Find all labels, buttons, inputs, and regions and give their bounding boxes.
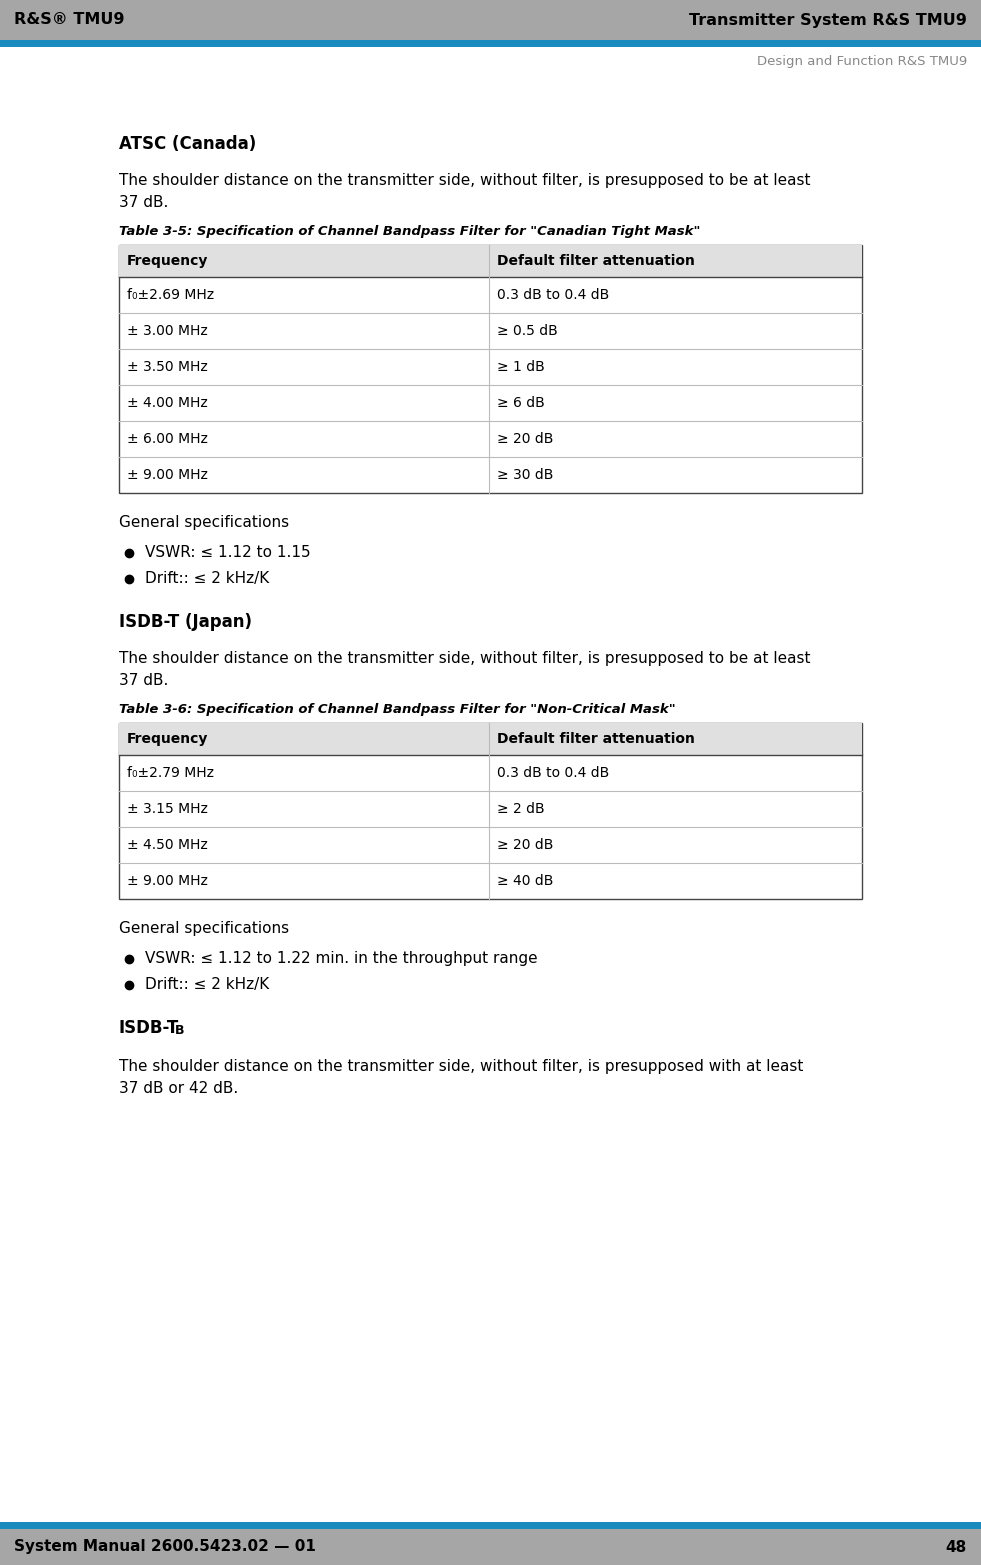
Text: 48: 48 xyxy=(946,1540,967,1554)
Text: 0.3 dB to 0.4 dB: 0.3 dB to 0.4 dB xyxy=(497,765,609,779)
Text: General specifications: General specifications xyxy=(119,515,289,531)
Text: Drift:: ≤ 2 kHz/K: Drift:: ≤ 2 kHz/K xyxy=(145,571,269,585)
Bar xyxy=(0,1523,981,1529)
Text: The shoulder distance on the transmitter side, without filter, is presupposed to: The shoulder distance on the transmitter… xyxy=(119,651,810,667)
Text: f₀±2.69 MHz: f₀±2.69 MHz xyxy=(127,288,214,302)
Text: System Manual 2600.5423.02 — 01: System Manual 2600.5423.02 — 01 xyxy=(14,1540,316,1554)
Text: ± 9.00 MHz: ± 9.00 MHz xyxy=(127,873,208,887)
Text: ± 3.00 MHz: ± 3.00 MHz xyxy=(127,324,208,338)
Text: ISDB-T (Japan): ISDB-T (Japan) xyxy=(119,613,252,631)
Text: ± 3.50 MHz: ± 3.50 MHz xyxy=(127,360,208,374)
Bar xyxy=(0,1529,981,1565)
Bar xyxy=(119,723,862,754)
Text: ISDB-T: ISDB-T xyxy=(119,1019,180,1038)
Text: ± 9.00 MHz: ± 9.00 MHz xyxy=(127,468,208,482)
Bar xyxy=(119,246,862,277)
Text: 37 dB.: 37 dB. xyxy=(119,673,169,689)
Text: ± 4.00 MHz: ± 4.00 MHz xyxy=(127,396,208,410)
Text: The shoulder distance on the transmitter side, without filter, is presupposed wi: The shoulder distance on the transmitter… xyxy=(119,1060,803,1074)
Text: Default filter attenuation: Default filter attenuation xyxy=(497,254,695,268)
Text: Default filter attenuation: Default filter attenuation xyxy=(497,732,695,747)
Text: The shoulder distance on the transmitter side, without filter, is presupposed to: The shoulder distance on the transmitter… xyxy=(119,174,810,188)
Text: VSWR: ≤ 1.12 to 1.15: VSWR: ≤ 1.12 to 1.15 xyxy=(145,545,311,560)
Text: Transmitter System R&S TMU9: Transmitter System R&S TMU9 xyxy=(689,13,967,28)
Text: Frequency: Frequency xyxy=(127,732,208,747)
Text: Table 3-5: Specification of Channel Bandpass Filter for "Canadian Tight Mask": Table 3-5: Specification of Channel Band… xyxy=(119,225,700,238)
Text: Frequency: Frequency xyxy=(127,254,208,268)
Bar xyxy=(119,723,862,898)
Bar xyxy=(0,41,981,47)
Text: ≥ 2 dB: ≥ 2 dB xyxy=(497,801,544,815)
Text: ± 3.15 MHz: ± 3.15 MHz xyxy=(127,801,208,815)
Text: VSWR: ≤ 1.12 to 1.22 min. in the throughput range: VSWR: ≤ 1.12 to 1.22 min. in the through… xyxy=(145,952,538,966)
Text: 0.3 dB to 0.4 dB: 0.3 dB to 0.4 dB xyxy=(497,288,609,302)
Text: ≥ 20 dB: ≥ 20 dB xyxy=(497,837,553,851)
Text: ≥ 20 dB: ≥ 20 dB xyxy=(497,432,553,446)
Text: B: B xyxy=(175,1024,184,1038)
Text: ± 6.00 MHz: ± 6.00 MHz xyxy=(127,432,208,446)
Text: Design and Function R&S TMU9: Design and Function R&S TMU9 xyxy=(756,55,967,67)
Bar xyxy=(0,0,981,41)
Text: ≥ 30 dB: ≥ 30 dB xyxy=(497,468,553,482)
Text: 37 dB or 42 dB.: 37 dB or 42 dB. xyxy=(119,1081,238,1096)
Text: ATSC (Canada): ATSC (Canada) xyxy=(119,135,256,153)
Text: Drift:: ≤ 2 kHz/K: Drift:: ≤ 2 kHz/K xyxy=(145,977,269,992)
Text: ≥ 40 dB: ≥ 40 dB xyxy=(497,873,553,887)
Text: ≥ 6 dB: ≥ 6 dB xyxy=(497,396,544,410)
Text: ± 4.50 MHz: ± 4.50 MHz xyxy=(127,837,208,851)
Bar xyxy=(119,246,862,493)
Text: General specifications: General specifications xyxy=(119,920,289,936)
Text: R&S® TMU9: R&S® TMU9 xyxy=(14,13,125,28)
Text: ≥ 0.5 dB: ≥ 0.5 dB xyxy=(497,324,558,338)
Text: 37 dB.: 37 dB. xyxy=(119,196,169,210)
Text: Table 3-6: Specification of Channel Bandpass Filter for "Non-Critical Mask": Table 3-6: Specification of Channel Band… xyxy=(119,703,676,717)
Text: ≥ 1 dB: ≥ 1 dB xyxy=(497,360,544,374)
Text: f₀±2.79 MHz: f₀±2.79 MHz xyxy=(127,765,214,779)
